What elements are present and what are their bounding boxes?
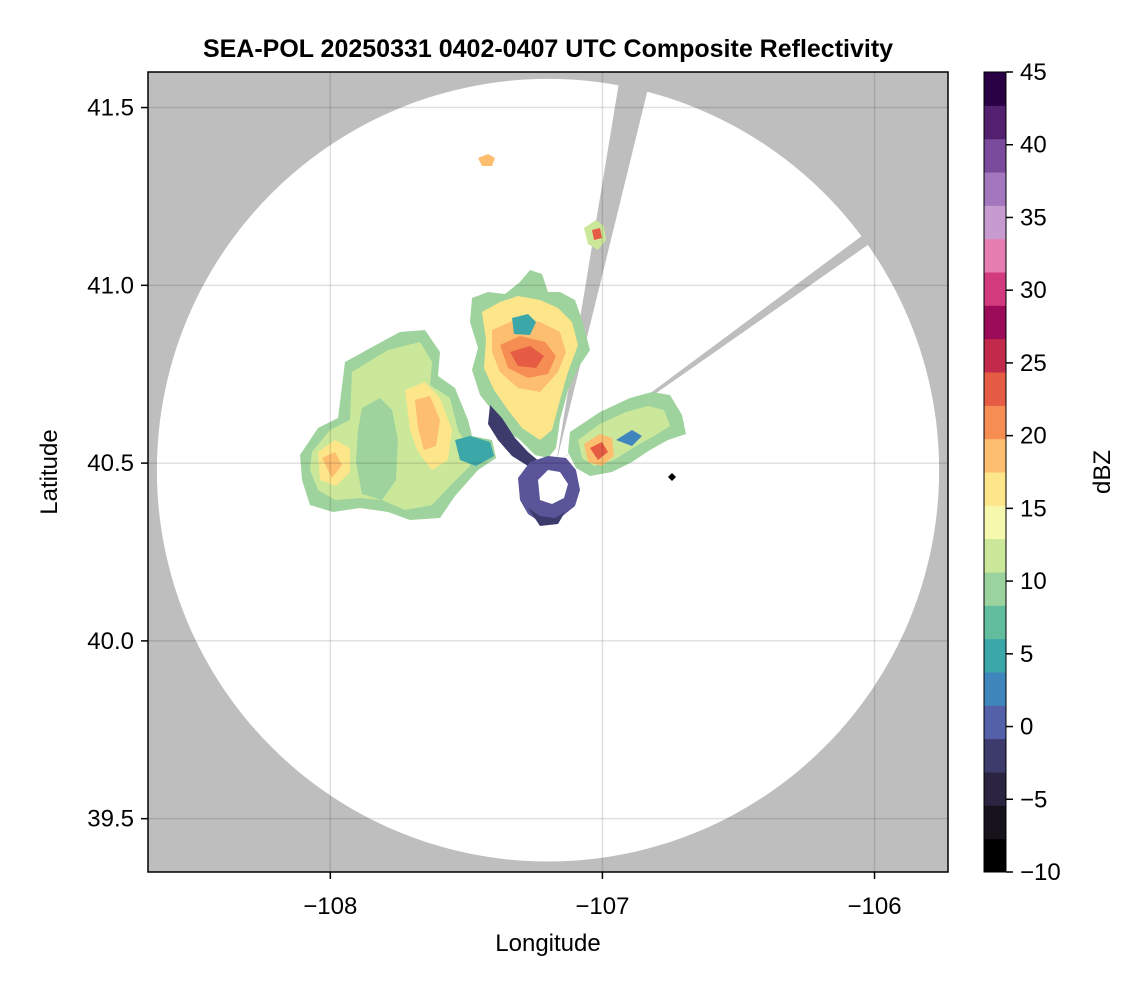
plot-area <box>148 72 948 872</box>
colorbar-segment <box>984 372 1006 406</box>
colorbar-segment <box>984 138 1006 173</box>
echo-western-cell <box>300 330 496 520</box>
colorbar-tick-label: 20 <box>1020 423 1047 450</box>
colorbar-tick-label: 30 <box>1020 277 1047 304</box>
beam-blockage-sector-north <box>556 72 653 464</box>
colorbar-tick-label: 40 <box>1020 132 1047 159</box>
beam-blockage-sector-northeast <box>556 171 948 464</box>
echo-isolated-northeast <box>584 220 606 250</box>
colorbar-segment <box>984 172 1006 206</box>
colorbar-tick-label: 25 <box>1020 350 1047 377</box>
colorbar-segment <box>984 105 1006 140</box>
y-tick-label: 40.0 <box>87 628 134 655</box>
colorbar-segment <box>984 538 1006 573</box>
echo-isolated-east <box>668 473 676 481</box>
grid-lines <box>148 72 948 872</box>
colorbar-segment <box>984 305 1006 340</box>
colorbar-segment <box>984 672 1006 706</box>
colorbar <box>983 71 1007 873</box>
colorbar-segment <box>984 638 1006 673</box>
reflectivity-echoes <box>300 154 686 526</box>
x-axis-label: Longitude <box>495 930 600 957</box>
colorbar-tick-label: 10 <box>1020 568 1047 595</box>
colorbar-frame <box>983 71 1007 873</box>
plot-frame <box>147 71 949 873</box>
y-tick-label: 41.0 <box>87 272 134 299</box>
radar-coverage-area <box>156 78 940 862</box>
colorbar-segment <box>984 205 1006 240</box>
x-tick-label: −107 <box>575 893 629 920</box>
colorbar-segment <box>984 505 1006 540</box>
x-axis-ticks: −108 −107 −106 <box>303 872 902 920</box>
y-tick-label: 41.5 <box>87 95 134 122</box>
colorbar-segment <box>984 405 1006 440</box>
x-tick-label: −108 <box>303 893 357 920</box>
colorbar-segment <box>984 338 1006 373</box>
colorbar-ticks: −10 −5 0 5 10 15 20 25 30 35 40 45 <box>1006 59 1061 886</box>
y-axis-ticks: 39.5 40.0 40.5 41.0 41.5 <box>87 95 148 833</box>
chart-title: SEA-POL 20250331 0402-0407 UTC Composite… <box>203 35 893 63</box>
colorbar-tick-label: −10 <box>1020 859 1061 886</box>
colorbar-segment <box>984 838 1006 873</box>
colorbar-tick-label: 35 <box>1020 204 1047 231</box>
colorbar-segment <box>984 472 1006 506</box>
colorbar-tick-label: 15 <box>1020 495 1047 522</box>
colorbar-segment <box>984 772 1006 806</box>
colorbar-tick-label: −5 <box>1020 786 1047 813</box>
echo-isolated-north <box>478 154 495 166</box>
colorbar-tick-label: 45 <box>1020 59 1047 86</box>
colorbar-segment <box>984 805 1006 840</box>
colorbar-segment <box>984 72 1006 106</box>
colorbar-segment <box>984 605 1006 640</box>
echo-northern-cell <box>470 270 590 466</box>
colorbar-label: dBZ <box>1089 450 1116 494</box>
x-tick-label: −106 <box>847 893 901 920</box>
y-tick-label: 40.5 <box>87 450 134 477</box>
colorbar-tick-label: 0 <box>1020 714 1033 741</box>
colorbar-segment <box>984 438 1006 473</box>
colorbar-segment <box>984 572 1006 606</box>
colorbar-segment <box>984 238 1006 273</box>
colorbar-segment <box>984 705 1006 740</box>
echo-eastern-cell <box>568 392 686 476</box>
y-tick-label: 39.5 <box>87 806 134 833</box>
echo-clutter-ring <box>518 456 580 526</box>
colorbar-segment <box>984 272 1006 306</box>
colorbar-segment <box>984 738 1006 773</box>
colorbar-tick-label: 5 <box>1020 641 1033 668</box>
y-axis-label: Latitude <box>36 429 63 514</box>
